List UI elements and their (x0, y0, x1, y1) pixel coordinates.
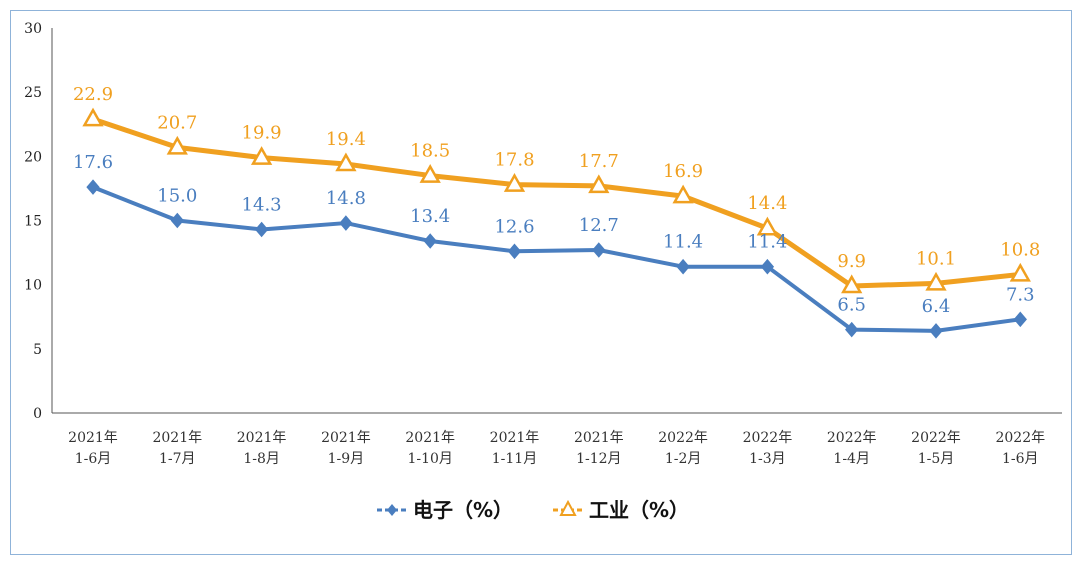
y-tick-label: 0 (33, 406, 42, 422)
series-1-point (676, 258, 690, 275)
data-label: 9.9 (837, 251, 866, 272)
data-label: 10.1 (916, 248, 956, 269)
x-tick-label: 2021年 1-9月 (321, 430, 371, 467)
y-tick-label: 25 (24, 85, 42, 101)
series-1-point (254, 221, 269, 238)
data-label: 13.4 (410, 206, 450, 227)
series-2-point (672, 184, 694, 204)
series-2-point (925, 271, 947, 291)
series-2-point (841, 274, 863, 294)
data-label: 14.3 (242, 194, 282, 215)
x-tick-label: 2022年 1-6月 (995, 430, 1045, 467)
series-2-point (503, 173, 526, 192)
data-label: 20.7 (157, 112, 197, 133)
series-2-point (82, 107, 104, 127)
series-1-point (592, 242, 606, 258)
x-tick-label: 2021年 1-12月 (574, 430, 624, 467)
y-tick-label: 15 (24, 214, 42, 230)
data-label: 11.4 (747, 232, 787, 253)
series-1-point (86, 179, 100, 195)
data-label: 6.5 (837, 295, 866, 316)
data-label: 15.0 (157, 186, 197, 207)
series-1-point (507, 243, 522, 260)
y-tick-label: 30 (24, 21, 42, 37)
series-1-point (1013, 311, 1027, 328)
data-label: 22.9 (73, 84, 113, 105)
chart-axes (51, 28, 1062, 414)
y-axis-ticks: 0 5 10 15 20 25 30 (24, 21, 42, 422)
legend-label: 工业（%） (589, 498, 689, 522)
series-2-point (588, 174, 610, 194)
x-tick-label: 2021年 1-10月 (405, 430, 455, 467)
data-label: 11.4 (663, 232, 703, 253)
y-tick-label: 5 (33, 342, 42, 358)
series-2-point (335, 152, 357, 172)
series-1-point (845, 321, 859, 338)
series-2-point (166, 135, 188, 155)
data-label: 14.8 (326, 188, 366, 209)
series-markers (82, 107, 1031, 339)
x-tick-label: 2022年 1-2月 (658, 430, 708, 467)
data-label: 17.6 (73, 152, 113, 173)
series-lines (92, 116, 1021, 333)
data-labels: 17.6 15.0 14.3 14.8 13.4 12.6 12.7 11.4 11.4 6.5 6… (73, 84, 1040, 317)
y-tick-label: 20 (24, 149, 42, 165)
data-label: 7.3 (1006, 284, 1035, 305)
series-line-2 (92, 116, 1021, 289)
legend-marker (387, 504, 397, 516)
series-1-point (170, 212, 184, 229)
data-label: 19.4 (326, 129, 366, 150)
data-label: 12.6 (494, 216, 534, 237)
data-label: 17.7 (579, 151, 619, 172)
series-1-point (929, 323, 943, 339)
x-tick-label: 2021年 1-8月 (237, 430, 287, 467)
data-label: 19.9 (242, 123, 282, 144)
x-axis-ticks: 2021年 1-6月 2021年 1-7月 2021年 1-8月 2021年 1-9月 2021… (68, 430, 1045, 467)
x-tick-label: 2021年 1-7月 (152, 430, 202, 467)
x-tick-label: 2022年 1-3月 (743, 430, 793, 467)
x-tick-label: 2022年 1-4月 (827, 430, 877, 467)
series-1-point (339, 215, 353, 231)
series-line-1 (92, 185, 1021, 333)
x-tick-label: 2022年 1-5月 (911, 430, 961, 467)
data-label: 12.7 (579, 215, 619, 236)
x-tick-label: 2021年 1-11月 (490, 430, 540, 467)
data-label: 14.4 (747, 193, 787, 214)
series-2-point (1009, 262, 1031, 282)
chart-frame (10, 10, 1072, 555)
series-1-point (760, 258, 775, 275)
data-label: 6.4 (922, 296, 951, 317)
series-2-point (756, 216, 779, 236)
chart-legend: 电子（%） 工业（%） (377, 498, 689, 522)
data-label: 17.8 (494, 150, 534, 171)
y-tick-label: 10 (24, 278, 42, 294)
x-tick-label: 2021年 1-6月 (68, 430, 118, 467)
legend-label: 电子（%） (413, 498, 513, 522)
legend-marker (559, 499, 577, 516)
series-1-point (423, 233, 437, 249)
series-2-point (419, 164, 441, 183)
data-label: 18.5 (410, 141, 450, 162)
data-label: 16.9 (663, 161, 703, 182)
series-2-point (250, 146, 273, 165)
data-label: 10.8 (1000, 239, 1040, 260)
